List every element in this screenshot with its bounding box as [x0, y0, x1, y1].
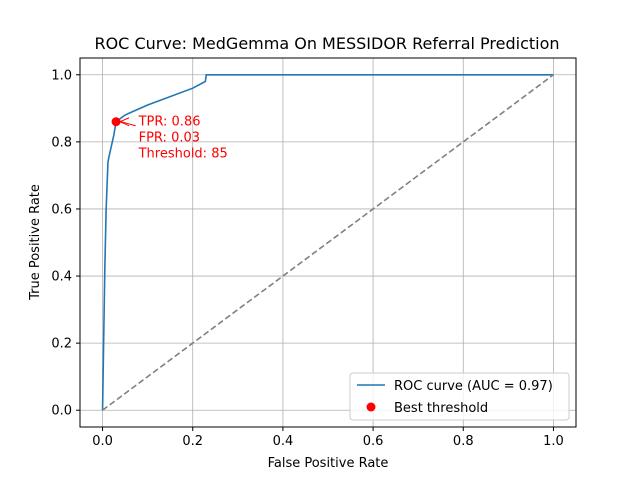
annotation-arrow-head	[118, 117, 130, 127]
y-tick-label: 0.8	[51, 135, 72, 150]
y-tick-label: 0.2	[51, 337, 72, 352]
chance-diagonal-line	[102, 74, 554, 411]
plot-frame	[79, 57, 577, 428]
annotation-arrow-shaft	[120, 121, 136, 127]
grid	[80, 58, 576, 427]
series-layer	[101, 73, 554, 411]
ticks: 0.0 0.2 0.4 0.6 0.8 1.0 0.0 0.2 0.4 0.6 0.8 1.0	[51, 68, 563, 449]
x-tick-label: 0.8	[453, 434, 474, 449]
x-tick-label: 0.4	[273, 434, 294, 449]
y-tick-label: 0.0	[51, 404, 72, 419]
y-tick-label: 0.4	[51, 270, 72, 285]
x-tick-label: 1.0	[543, 434, 564, 449]
chart-title: ROC Curve: MedGemma On MESSIDOR Referral…	[94, 34, 559, 53]
legend-label-roc: ROC curve (AUC = 0.97)	[394, 379, 553, 394]
x-tick-label: 0.6	[363, 434, 384, 449]
y-tick-label: 1.0	[51, 68, 72, 83]
y-axis-label: True Positive Rate	[28, 184, 43, 301]
legend: ROC curve (AUC = 0.97) Best threshold	[349, 372, 570, 421]
y-tick-label: 0.6	[51, 202, 72, 217]
legend-label-best: Best threshold	[394, 401, 488, 416]
annotation-line: FPR: 0.03	[139, 131, 200, 146]
x-tick-label: 0.0	[92, 434, 113, 449]
legend-swatch-best	[366, 402, 376, 412]
x-axis-label: False Positive Rate	[268, 456, 389, 471]
legend-box	[349, 372, 570, 421]
annotation-line: Threshold: 85	[138, 147, 228, 162]
x-tick-label: 0.2	[182, 434, 203, 449]
best-threshold-point	[111, 117, 121, 127]
annotation-line: TPR: 0.86	[138, 115, 201, 130]
